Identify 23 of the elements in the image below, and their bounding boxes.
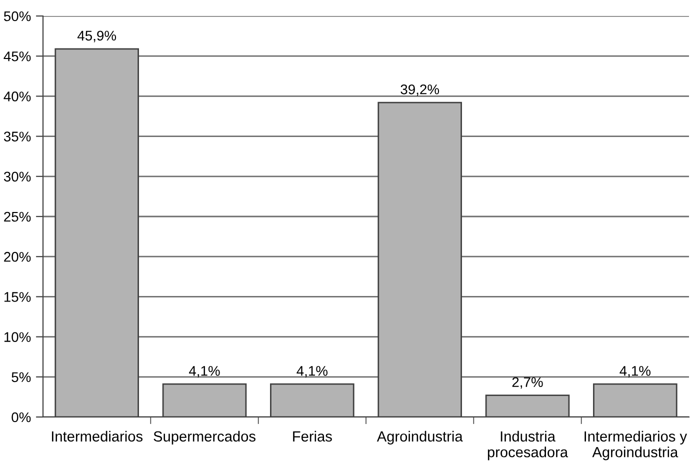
y-tick-label: 0% <box>12 412 31 422</box>
data-label: 4,1% <box>620 366 650 378</box>
y-tick-label: 45% <box>4 51 31 62</box>
data-label: 4,1% <box>188 366 220 378</box>
y-tick-label: 50% <box>4 11 31 22</box>
data-label: 39,2% <box>400 84 440 96</box>
x-tick-label: Agroindustria <box>376 430 463 444</box>
y-tick-label: 25% <box>4 212 31 222</box>
x-tick-label: Ferias <box>293 430 332 442</box>
y-tick-label: 20% <box>4 252 31 262</box>
y-tick-label: 40% <box>4 92 31 102</box>
x-tick-label: Intermediarios y Agroindustria <box>584 430 688 460</box>
x-tick-label: Industria procesadora <box>488 430 568 460</box>
data-label: 4,1% <box>296 366 328 378</box>
x-tick-label: Supermercados <box>154 430 256 444</box>
y-tick-label: 10% <box>4 332 31 342</box>
data-label: 2,7% <box>512 377 543 389</box>
y-tick-label: 35% <box>4 132 31 142</box>
y-tick-label: 30% <box>4 172 31 182</box>
data-label: 45,9% <box>77 30 116 42</box>
x-tick-label: Intermediarios <box>52 430 143 442</box>
y-tick-label: 15% <box>4 292 31 302</box>
y-tick-label: 5% <box>12 372 31 382</box>
